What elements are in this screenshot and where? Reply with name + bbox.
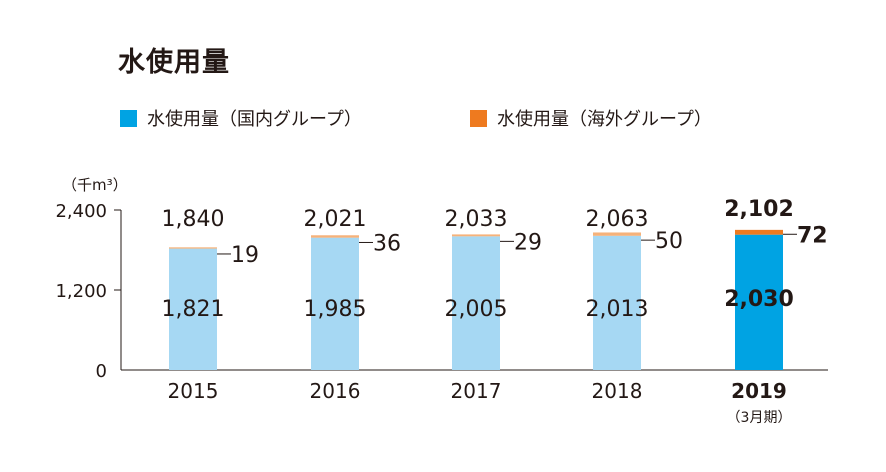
bar-domestic-2018 xyxy=(593,235,641,370)
value-label-overseas: 36 xyxy=(373,231,401,256)
bar-domestic-2017 xyxy=(452,236,500,370)
value-label-overseas: 19 xyxy=(231,243,259,268)
bar-domestic-2015 xyxy=(169,248,217,370)
x-tick-label: 2015 xyxy=(168,379,219,403)
x-tick-label: 2018 xyxy=(592,379,643,403)
bar-overseas-2018 xyxy=(593,232,641,236)
value-label-overseas: 29 xyxy=(514,230,542,255)
value-label-domestic: 2,013 xyxy=(586,297,649,322)
value-label-domestic: 2,005 xyxy=(445,297,508,322)
legend-swatch-domestic xyxy=(120,109,137,127)
legend-label-overseas: 水使用量（海外グループ） xyxy=(497,109,712,130)
x-tick-label: 2019 xyxy=(731,379,787,403)
bar-overseas-2016 xyxy=(311,235,359,238)
y-tick-label: 1,200 xyxy=(55,281,107,302)
x-tick-label: 2017 xyxy=(451,379,502,403)
y-tick-label: 0 xyxy=(96,361,107,382)
value-label-total: 1,840 xyxy=(162,207,225,232)
value-label-domestic: 1,985 xyxy=(304,297,367,322)
value-label-overseas: 50 xyxy=(655,229,683,254)
chart-title: 水使用量 xyxy=(118,47,230,78)
y-unit-label: （千m³） xyxy=(62,176,128,194)
bar-overseas-2019 xyxy=(735,229,783,235)
value-label-total: 2,021 xyxy=(304,207,367,232)
legend-item-overseas: 水使用量（海外グループ） xyxy=(470,105,712,131)
x-tick-note: （3月期） xyxy=(727,410,792,426)
bar-overseas-2017 xyxy=(452,234,500,237)
x-tick-label: 2016 xyxy=(310,379,361,403)
value-label-total: 2,102 xyxy=(724,197,794,222)
legend-label-domestic: 水使用量（国内グループ） xyxy=(147,109,362,130)
legend-swatch-overseas xyxy=(470,109,487,127)
y-tick-label: 2,400 xyxy=(55,201,107,222)
value-label-total: 2,063 xyxy=(586,207,649,232)
value-label-overseas: 72 xyxy=(797,223,828,248)
bar-domestic-2019 xyxy=(735,234,783,370)
value-label-domestic: 1,821 xyxy=(162,297,225,322)
legend-item-domestic: 水使用量（国内グループ） xyxy=(120,105,362,131)
value-label-domestic: 2,030 xyxy=(724,287,794,312)
value-label-total: 2,033 xyxy=(445,207,508,232)
bar-overseas-2015 xyxy=(169,247,217,249)
bar-domestic-2016 xyxy=(311,237,359,370)
